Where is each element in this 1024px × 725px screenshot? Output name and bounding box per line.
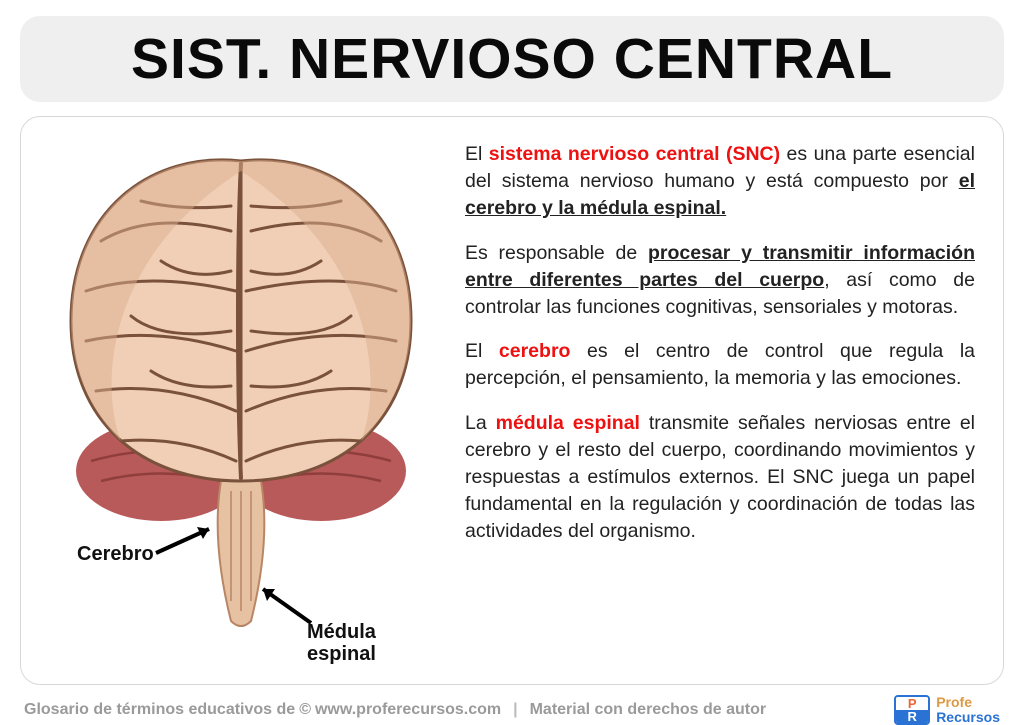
paragraph-2: Es responsable de procesar y transmitir … (465, 240, 975, 321)
logo-badge-icon: PR (894, 695, 930, 725)
footer-glossary: Glosario de términos educativos de (24, 701, 295, 719)
footer-rights: Material con derechos de autor (530, 701, 767, 719)
paragraph-1: El sistema nervioso central (SNC) es una… (465, 141, 975, 222)
footer-url: www.proferecursos.com (315, 701, 501, 719)
brain-icon (41, 141, 441, 661)
diagram-label-medula: Médula espinal (307, 621, 376, 665)
copyright-icon: © (299, 701, 311, 719)
description-text: El sistema nervioso central (SNC) es una… (465, 141, 975, 666)
content-card: Cerebro Médula espinal El sistema nervio… (20, 116, 1004, 685)
brand-logo: PR Profe Recursos (894, 695, 1000, 725)
diagram-label-cerebro: Cerebro (77, 543, 154, 565)
title-bar: SIST. NERVIOSO CENTRAL (20, 16, 1004, 102)
footer-separator: | (513, 701, 517, 719)
paragraph-4: La médula espinal transmite señales nerv… (465, 410, 975, 545)
page-title: SIST. NERVIOSO CENTRAL (44, 26, 980, 92)
brain-diagram: Cerebro Médula espinal (41, 141, 441, 666)
paragraph-3: El cerebro es el centro de control que r… (465, 338, 975, 392)
footer: Glosario de términos educativos de © www… (20, 695, 1004, 725)
logo-text: Profe Recursos (936, 695, 1000, 724)
